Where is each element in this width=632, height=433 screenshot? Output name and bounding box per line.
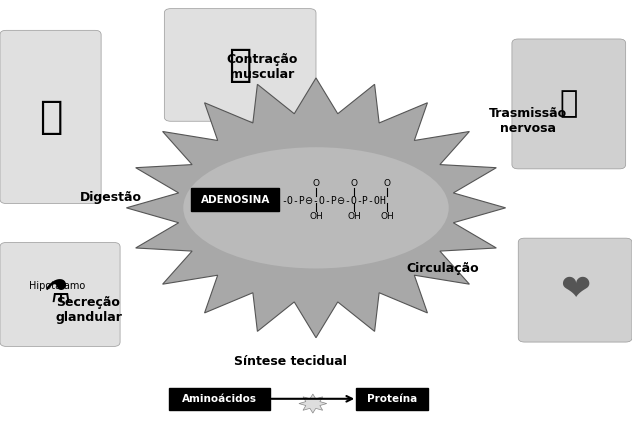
FancyBboxPatch shape — [169, 388, 270, 410]
Ellipse shape — [183, 147, 449, 268]
FancyBboxPatch shape — [164, 9, 316, 121]
Text: Contração
muscular: Contração muscular — [227, 53, 298, 81]
Text: OH: OH — [309, 212, 323, 220]
Text: -O-P$\ominus$-O-P$\ominus$-O-P-OH: -O-P$\ominus$-O-P$\ominus$-O-P-OH — [281, 194, 387, 206]
Text: O: O — [350, 179, 358, 187]
Text: Hipotálamo: Hipotálamo — [28, 281, 85, 291]
Text: OH: OH — [380, 212, 394, 220]
FancyBboxPatch shape — [0, 242, 120, 346]
FancyBboxPatch shape — [512, 39, 626, 169]
Text: 🫁: 🫁 — [39, 98, 62, 136]
Polygon shape — [126, 78, 506, 338]
Text: OH: OH — [347, 212, 361, 220]
FancyBboxPatch shape — [191, 188, 279, 211]
Text: Síntese tecidual: Síntese tecidual — [234, 355, 347, 368]
Text: 🧠: 🧠 — [560, 90, 578, 118]
FancyBboxPatch shape — [356, 388, 428, 410]
Text: O: O — [384, 179, 391, 187]
Text: ⚗: ⚗ — [43, 280, 71, 309]
Polygon shape — [299, 394, 327, 413]
Text: Proteína: Proteína — [367, 394, 417, 404]
Text: Circulação: Circulação — [406, 262, 478, 275]
Text: Aminoácidos: Aminoácidos — [182, 394, 257, 404]
Text: ADENOSINA: ADENOSINA — [201, 194, 270, 205]
Text: Digestão: Digestão — [80, 191, 142, 204]
Text: ❤: ❤ — [560, 273, 590, 307]
FancyBboxPatch shape — [0, 30, 101, 204]
FancyBboxPatch shape — [518, 238, 632, 342]
Text: O: O — [312, 179, 320, 187]
Text: Trasmissão
nervosa: Trasmissão nervosa — [489, 107, 567, 135]
Text: Secreção
glandular: Secreção glandular — [55, 296, 122, 323]
Text: 💪: 💪 — [229, 46, 252, 84]
